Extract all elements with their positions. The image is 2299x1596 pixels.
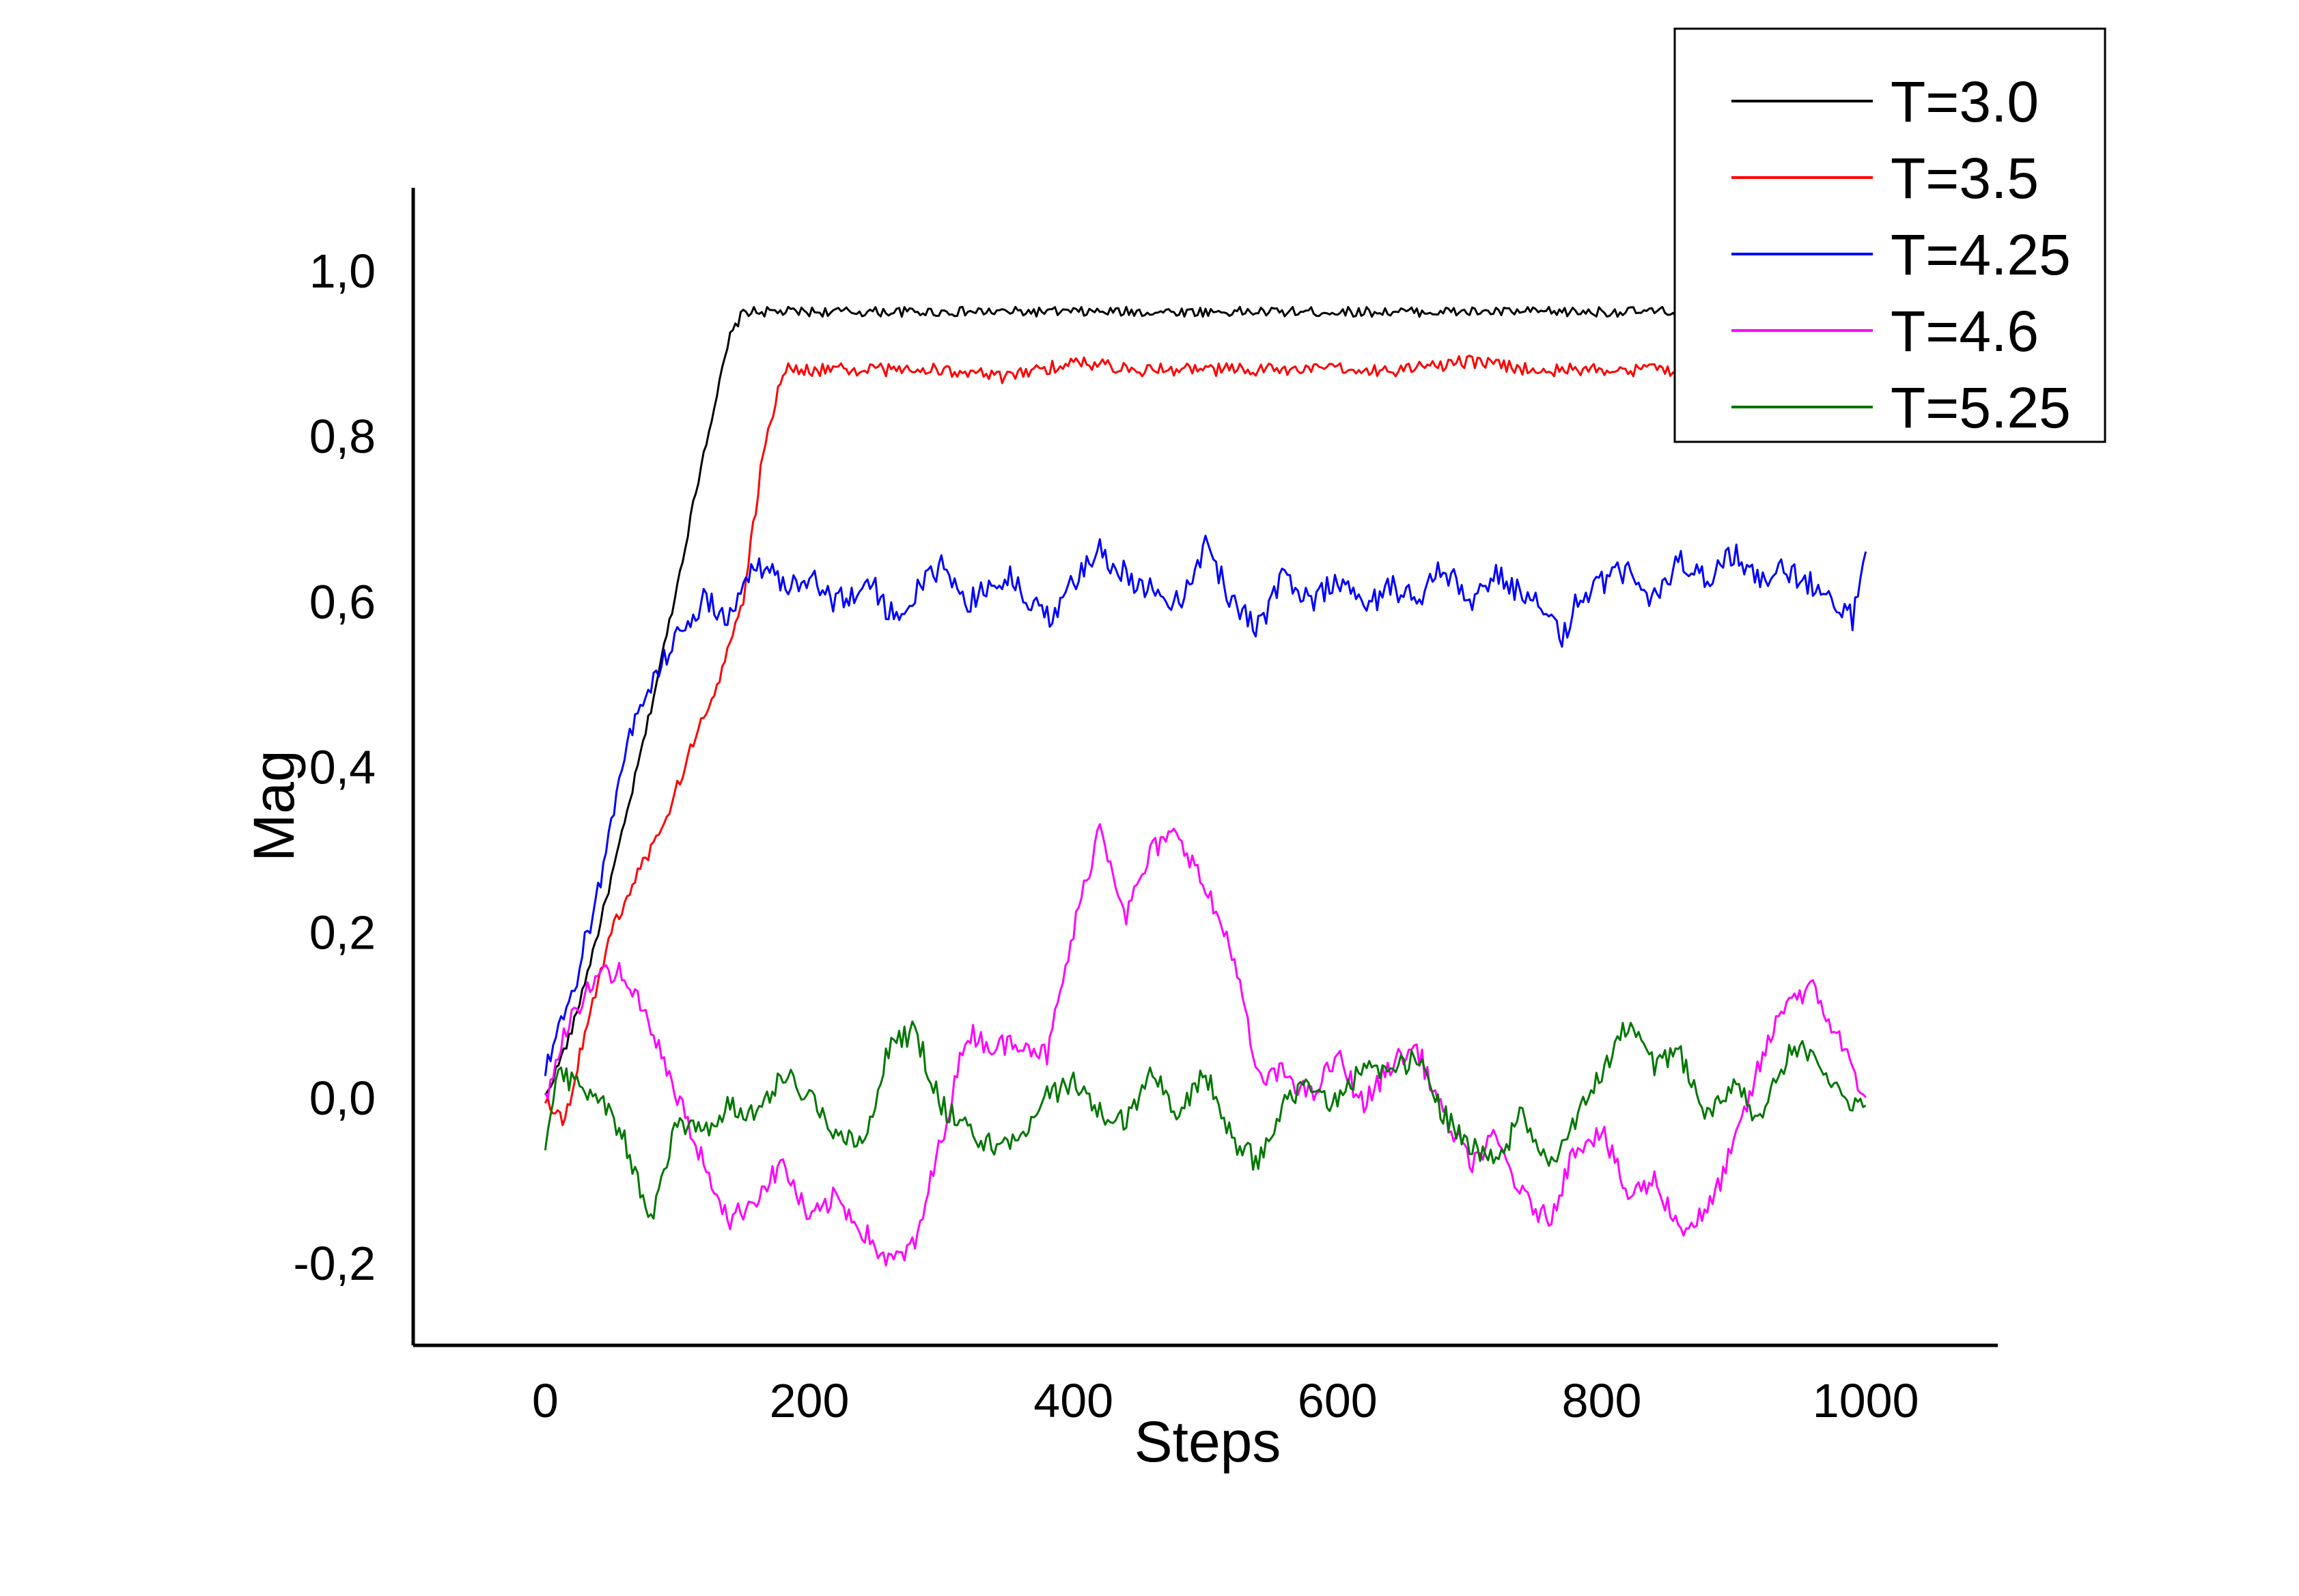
x-tick-label: 600: [1298, 1374, 1378, 1427]
y-axis-title: Mag: [242, 750, 306, 861]
y-tick-label: 0,2: [309, 906, 376, 960]
y-tick-label: 0,8: [309, 410, 376, 463]
series-line-T=3.0: [544, 305, 1867, 1096]
x-tick-label: 0: [532, 1374, 559, 1427]
series-line-T=4.6: [544, 823, 1867, 1267]
legend-label: T=4.25: [1891, 223, 2071, 287]
series-line-T=5.25: [544, 1020, 1867, 1220]
legend-label: T=4.6: [1891, 299, 2039, 363]
legend-label: T=5.25: [1891, 376, 2071, 440]
x-axis-title: Steps: [1134, 1410, 1281, 1474]
y-tick-label: 1,0: [309, 244, 376, 298]
legend-box: [1673, 27, 2106, 443]
y-tick-label: 0,6: [309, 575, 376, 628]
y-tick-label: 0,0: [309, 1072, 376, 1125]
x-tick-label: 1000: [1813, 1374, 1919, 1427]
axes-layer: 0 200 400 600 800 1000 -0,2 0,0 0,2 0,4 0,6 0,8 1,0: [293, 188, 1998, 1427]
legend-label: T=3.5: [1891, 146, 2039, 210]
series-layer: [544, 305, 1867, 1267]
legend: T=3.0 T=3.5 T=4.25 T=4.6 T=5.25: [1673, 27, 2106, 443]
x-tick-label: 400: [1033, 1374, 1113, 1427]
x-tick-label: 800: [1562, 1374, 1642, 1427]
legend-label: T=3.0: [1891, 70, 2039, 134]
series-line-T=3.5: [544, 354, 1867, 1127]
series-line-T=4.25: [544, 534, 1867, 1076]
y-tick-label: -0,2: [293, 1237, 376, 1290]
y-tick-label: 0,4: [309, 741, 376, 794]
x-tick-label: 200: [770, 1374, 850, 1427]
